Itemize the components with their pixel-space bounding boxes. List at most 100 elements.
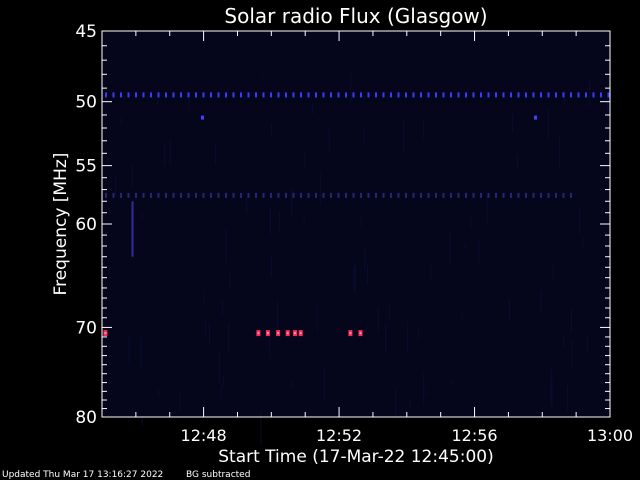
band-mark	[570, 192, 572, 198]
band-mark	[285, 192, 287, 198]
noise-streak	[508, 300, 510, 322]
noise-streak	[354, 263, 356, 291]
noise-streak	[141, 211, 143, 221]
background-subtracted-note: BG subtracted	[186, 470, 251, 480]
band-mark	[300, 92, 302, 98]
noise-streak	[107, 156, 109, 164]
band-mark	[570, 92, 572, 98]
band-mark	[255, 192, 257, 198]
burst-core	[294, 332, 296, 335]
noise-streak	[512, 113, 514, 133]
band-mark	[412, 92, 415, 98]
band-mark	[315, 192, 317, 198]
noise-streak	[407, 321, 409, 353]
band-mark	[450, 192, 452, 198]
band-mark	[142, 92, 145, 98]
band-mark	[120, 92, 122, 98]
band-mark	[450, 92, 452, 98]
noise-streak	[218, 350, 220, 384]
spot-mark	[534, 115, 537, 120]
burst-core	[257, 332, 260, 335]
noise-streak	[260, 412, 262, 446]
noise-streak	[115, 174, 117, 195]
band-mark	[352, 192, 355, 198]
noise-streak	[363, 128, 365, 145]
band-mark	[487, 92, 490, 98]
noise-streak	[403, 118, 405, 151]
band-mark	[472, 192, 475, 198]
band-mark	[337, 92, 340, 98]
band-mark	[247, 192, 250, 198]
band-mark	[120, 192, 122, 198]
band-mark	[502, 92, 505, 98]
band-mark	[427, 192, 430, 198]
burst-core	[286, 332, 289, 335]
y-tick-label: 45	[75, 22, 97, 42]
noise-streak	[222, 376, 224, 388]
band-mark	[262, 92, 265, 98]
band-mark	[150, 92, 152, 98]
band-mark	[427, 92, 430, 98]
noise-streak	[229, 274, 231, 289]
band-mark	[480, 92, 482, 98]
noise-streak	[417, 325, 419, 340]
noise-streak	[278, 211, 280, 231]
band-mark	[412, 192, 415, 198]
band-mark	[592, 92, 595, 98]
band-mark	[180, 192, 182, 198]
band-mark	[202, 92, 205, 98]
band-mark	[405, 192, 407, 198]
band-mark	[195, 92, 197, 98]
band-mark	[547, 192, 550, 198]
band-mark	[315, 92, 317, 98]
band-mark	[322, 192, 325, 198]
band-mark	[382, 92, 385, 98]
noise-streak	[209, 323, 210, 344]
band-mark	[600, 92, 602, 98]
noise-streak	[158, 389, 159, 397]
band-mark	[367, 92, 370, 98]
band-mark	[517, 92, 520, 98]
noise-streak	[128, 337, 130, 363]
noise-streak	[563, 90, 565, 105]
band-mark	[262, 192, 265, 198]
band-mark	[337, 192, 340, 198]
band-mark	[157, 192, 160, 198]
band-mark	[352, 92, 355, 98]
noise-streak	[270, 255, 272, 278]
band-mark	[390, 92, 392, 98]
noise-streak	[269, 206, 271, 235]
band-mark	[135, 192, 137, 198]
emission-features	[103, 92, 610, 337]
band-mark	[345, 92, 347, 98]
updated-timestamp: Updated Thu Mar 17 13:16:27 2022	[2, 470, 164, 480]
band-mark	[345, 192, 347, 198]
noise-streak	[395, 386, 397, 418]
band-mark	[195, 192, 197, 198]
band-mark	[435, 92, 437, 98]
noise-streak	[486, 196, 488, 223]
burst-core	[359, 332, 362, 335]
y-tick-label: 70	[75, 318, 97, 338]
noise-streak	[563, 334, 565, 347]
band-mark	[360, 92, 362, 98]
band-mark	[540, 92, 542, 98]
noise-streak	[276, 300, 278, 333]
band-mark	[217, 92, 220, 98]
y-tick-label: 50	[75, 93, 97, 113]
streak-mark	[131, 201, 134, 257]
noise-streak	[360, 216, 362, 227]
band-mark	[457, 192, 460, 198]
band-mark	[285, 92, 287, 98]
band-mark	[480, 192, 482, 198]
band-mark	[292, 92, 295, 98]
noise-streak	[164, 143, 166, 166]
band-mark	[105, 92, 107, 98]
band-mark	[465, 192, 467, 198]
noise-streak	[364, 245, 366, 271]
band-mark	[607, 92, 610, 98]
noise-streak	[516, 154, 518, 170]
x-axis-ticks: 12:48 12:52 12:56 13:00	[101, 31, 633, 445]
noise-streak	[540, 290, 542, 314]
